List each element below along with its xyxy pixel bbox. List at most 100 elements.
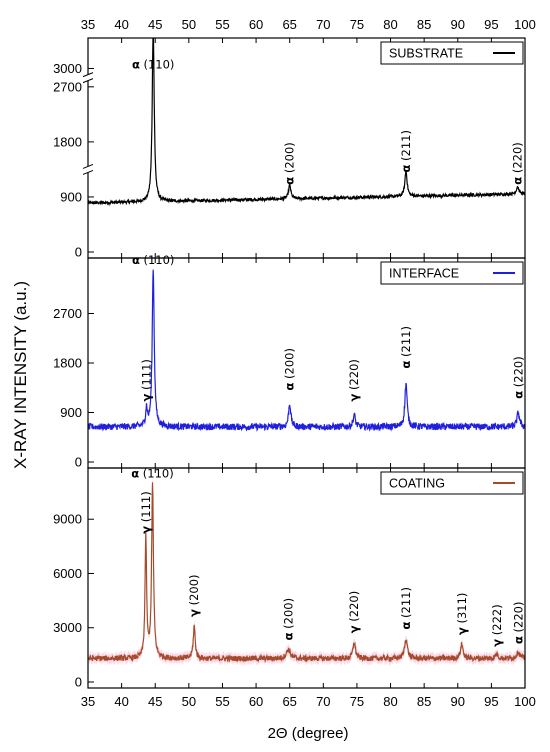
x-tick-label-bottom: 95 xyxy=(484,694,498,709)
series-line-substrate xyxy=(88,38,525,207)
x-tick-label-bottom: 55 xyxy=(215,694,229,709)
peak-label: α (200) xyxy=(283,348,297,391)
y-tick-label: 1800 xyxy=(53,134,82,149)
peak-label: γ (220) xyxy=(347,359,361,401)
legend-label: COATING xyxy=(389,477,445,491)
x-tick-label-top: 70 xyxy=(316,17,330,32)
y-tick-label: 900 xyxy=(60,189,82,204)
legend-box xyxy=(380,471,524,495)
y-tick-label: 3000 xyxy=(53,620,82,635)
y-axis-title: X-RAY INTENSITY (a.u.) xyxy=(11,281,30,469)
x-tick-label-top: 45 xyxy=(148,17,162,32)
axis-break-gap xyxy=(85,74,91,81)
peak-phase: α xyxy=(511,636,525,644)
peak-label: α (211) xyxy=(399,587,413,630)
peak-hkl: (111) xyxy=(139,491,153,526)
peak-hkl: (222) xyxy=(490,604,504,639)
y-tick-label: 3000 xyxy=(53,61,82,76)
peak-phase: γ xyxy=(455,627,469,635)
peak-label: γ (111) xyxy=(140,359,154,401)
peak-phase: α xyxy=(283,383,297,391)
x-tick-label-bottom: 90 xyxy=(451,694,465,709)
peak-phase: γ xyxy=(187,609,201,617)
legend-box xyxy=(380,261,524,285)
peak-label: α (220) xyxy=(511,602,525,645)
x-tick-label-bottom: 70 xyxy=(316,694,330,709)
y-tick-label: 6000 xyxy=(53,566,82,581)
peak-phase: γ xyxy=(140,394,154,402)
y-tick-label: 9000 xyxy=(53,512,82,527)
peak-hkl: (110) xyxy=(139,467,174,481)
x-tick-label-bottom: 100 xyxy=(514,694,536,709)
peak-label: α (211) xyxy=(399,326,413,369)
peak-hkl: (110) xyxy=(140,253,175,267)
x-tick-label-bottom: 75 xyxy=(350,694,364,709)
legend-box xyxy=(380,41,524,65)
peak-hkl: (111) xyxy=(140,359,154,394)
peak-hkl: (110) xyxy=(140,58,175,72)
peak-label: γ (222) xyxy=(490,604,504,646)
x-tick-label-bottom: 65 xyxy=(282,694,296,709)
x-tick-label-top: 100 xyxy=(514,17,536,32)
peak-hkl: (220) xyxy=(347,591,361,626)
peak-hkl: (211) xyxy=(399,130,413,165)
peak-label: α (110) xyxy=(132,253,175,267)
axis-break-mark xyxy=(82,163,94,169)
y-tick-label: 0 xyxy=(75,245,82,260)
x-tick-label-bottom: 80 xyxy=(383,694,397,709)
peak-hkl: (220) xyxy=(511,142,525,177)
axis-break-gap xyxy=(85,166,91,173)
y-tick-label: 2700 xyxy=(53,79,82,94)
peak-hkl: (200) xyxy=(283,142,297,177)
panel-frame xyxy=(87,467,526,689)
y-tick-label: 900 xyxy=(60,405,82,420)
x-tick-label-bottom: 40 xyxy=(114,694,128,709)
peak-phase: α xyxy=(132,58,140,72)
peak-label: α (220) xyxy=(511,142,525,185)
peak-hkl: (220) xyxy=(347,359,361,394)
peak-label: γ (200) xyxy=(187,574,201,616)
x-tick-label-top: 90 xyxy=(451,17,465,32)
x-tick-label-top: 40 xyxy=(114,17,128,32)
axis-break-mark xyxy=(82,169,94,175)
x-tick-label-top: 80 xyxy=(383,17,397,32)
y-tick-label: 1800 xyxy=(53,356,82,371)
peak-phase: γ xyxy=(139,526,153,534)
legend-label: INTERFACE xyxy=(389,267,459,281)
legend-label: SUBSTRATE xyxy=(389,47,463,61)
panel-interface: 0 900 1800 2700 γ (111) α (110) α (200) γ (220)… xyxy=(53,253,526,470)
axis-break-mark xyxy=(82,72,94,78)
x-tick-label-bottom: 35 xyxy=(81,694,95,709)
peak-label: γ (220) xyxy=(347,591,361,633)
y-tick-label: 0 xyxy=(75,455,82,470)
peak-phase: α xyxy=(281,632,295,640)
x-tick-label-top: 35 xyxy=(81,17,95,32)
x-tick-label-bottom: 45 xyxy=(148,694,162,709)
peak-label: γ (111) xyxy=(139,491,153,533)
x-tick-label-top: 60 xyxy=(249,17,263,32)
x-axis-title: 2Θ (degree) xyxy=(268,725,349,742)
peak-phase: α xyxy=(399,361,413,369)
peak-hkl: (211) xyxy=(399,587,413,622)
peak-phase: γ xyxy=(490,639,504,647)
peak-phase: α xyxy=(511,177,525,185)
peak-hkl: (200) xyxy=(281,598,295,633)
series-line-coating xyxy=(88,482,525,664)
peak-hkl: (200) xyxy=(187,574,201,609)
peak-label: γ (311) xyxy=(455,593,469,635)
peak-hkl: (211) xyxy=(399,326,413,361)
peak-phase: α xyxy=(511,391,525,399)
peak-hkl: (311) xyxy=(455,593,469,628)
peak-phase: α xyxy=(132,253,140,267)
y-tick-label: 0 xyxy=(75,675,82,690)
peak-label: α (110) xyxy=(132,58,175,72)
x-tick-label-bottom: 85 xyxy=(417,694,431,709)
peak-phase: α xyxy=(399,622,413,630)
peak-phase: α xyxy=(283,177,297,185)
peak-label: α (200) xyxy=(281,598,295,641)
peak-phase: α xyxy=(399,165,413,173)
x-tick-label-bottom: 50 xyxy=(182,694,196,709)
y-tick-label: 2700 xyxy=(53,306,82,321)
